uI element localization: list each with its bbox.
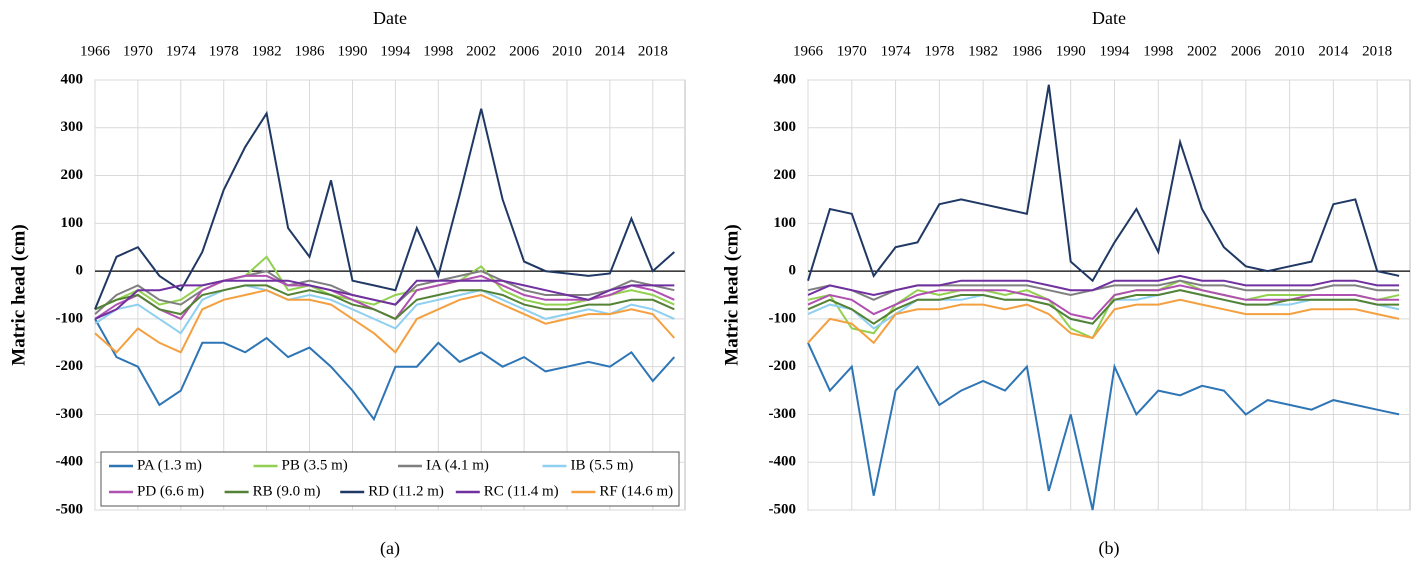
y-tick-label: 400 [774, 71, 797, 87]
x-tick-label: 2002 [466, 43, 496, 59]
panel-caption: (a) [380, 538, 400, 559]
legend-label: RF (14.6 m) [599, 483, 673, 499]
x-axis-title: Date [373, 8, 407, 28]
y-tick-label: -200 [769, 358, 797, 374]
x-tick-label: 2014 [595, 43, 626, 59]
x-tick-label: 1966 [80, 43, 111, 59]
x-tick-label: 1982 [252, 43, 282, 59]
series-line [807, 279, 1400, 340]
y-axis-title: Matric head (cm) [8, 224, 29, 365]
x-tick-label: 1982 [968, 43, 998, 59]
x-tick-label: 2010 [552, 43, 582, 59]
x-tick-label: 1970 [123, 43, 153, 59]
x-tick-label: 1990 [1056, 43, 1086, 59]
series-line [807, 284, 1400, 321]
x-tick-label: 2002 [1187, 43, 1217, 59]
series-line [94, 318, 676, 422]
y-tick-label: -400 [769, 454, 797, 470]
legend-box [100, 451, 680, 507]
y-tick-label: 300 [61, 119, 84, 135]
x-tick-label: 2014 [1318, 43, 1349, 59]
legend: PA (1.3 m) PB (3.5 m) IA (4.1 m) IB (5.5 m)… [100, 451, 680, 507]
y-tick-label: -500 [769, 501, 797, 517]
x-tick-label: 1978 [924, 43, 954, 59]
legend-label: PA (1.3 m) [137, 457, 202, 473]
y-tick-label: 200 [61, 167, 84, 183]
series-line [807, 298, 1400, 345]
series-line [807, 342, 1400, 511]
x-tick-label: 2018 [1362, 43, 1392, 59]
legend-label: PD (6.6 m) [137, 483, 204, 499]
y-tick-label: 400 [61, 71, 84, 87]
series-line [94, 270, 675, 315]
x-tick-label: 2006 [1231, 43, 1262, 59]
y-tick-label: -100 [56, 310, 84, 326]
x-tick-label: 1998 [423, 43, 453, 59]
legend-label: PB (3.5 m) [282, 457, 348, 473]
x-tick-label: 1994 [1099, 43, 1130, 59]
y-tick-label: 100 [774, 215, 797, 231]
y-tick-label: -300 [769, 406, 797, 422]
series-line [807, 289, 1400, 325]
x-tick-label: 1966 [793, 43, 824, 59]
x-tick-label: 1974 [166, 43, 197, 59]
plot-area [94, 79, 686, 511]
series-line [94, 255, 675, 311]
series-line [94, 284, 675, 321]
x-tick-label: 1986 [1012, 43, 1043, 59]
legend-label: RB (9.0 m) [253, 483, 321, 499]
y-tick-label: -500 [56, 501, 84, 517]
series-line [94, 289, 676, 354]
x-tick-label: 2010 [1275, 43, 1305, 59]
x-tick-label: 1970 [837, 43, 867, 59]
y-tick-label: 200 [774, 167, 797, 183]
y-axis-title: Matric head (cm) [721, 224, 742, 365]
x-tick-label: 1998 [1143, 43, 1173, 59]
y-tick-label: -400 [56, 454, 84, 470]
y-tick-label: 0 [789, 263, 797, 279]
x-tick-label: 1994 [380, 43, 411, 59]
legend-label: RC (11.4 m) [484, 483, 559, 499]
x-tick-label: 1990 [337, 43, 367, 59]
x-tick-label: 1986 [295, 43, 326, 59]
y-tick-label: 300 [774, 119, 797, 135]
y-tick-label: -300 [56, 406, 84, 422]
panel-caption: (b) [1099, 538, 1120, 559]
series-line [807, 274, 1400, 297]
series-line [94, 284, 675, 335]
x-tick-label: 1978 [209, 43, 239, 59]
legend-label: RD (11.2 m) [368, 483, 444, 499]
y-tick-label: -200 [56, 358, 84, 374]
series-line [94, 279, 675, 320]
series-line [807, 84, 1400, 283]
y-tick-label: -100 [769, 310, 797, 326]
series-line [94, 108, 675, 310]
x-tick-label: 2006 [509, 43, 540, 59]
x-tick-label: 2018 [638, 43, 668, 59]
legend-label: IA (4.1 m) [426, 457, 489, 473]
x-axis-title: Date [1092, 8, 1126, 28]
y-tick-label: 100 [61, 215, 84, 231]
x-tick-label: 1974 [881, 43, 912, 59]
y-tick-label: 0 [76, 263, 84, 279]
legend-label: IB (5.5 m) [571, 457, 634, 473]
